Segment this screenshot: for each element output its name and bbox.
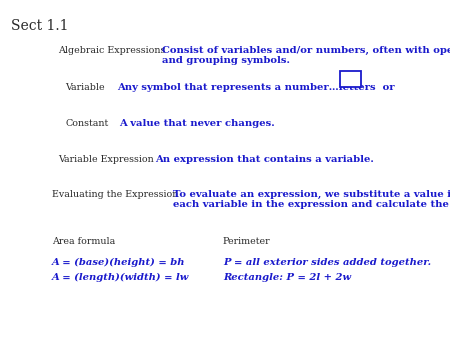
Text: To evaluate an expression, we substitute a value in for
each variable in the exp: To evaluate an expression, we substitute… [173, 190, 450, 209]
Text: A value that never changes.: A value that never changes. [119, 119, 275, 128]
Text: Variable Expression: Variable Expression [58, 155, 154, 164]
Text: A = (length)(width) = lw: A = (length)(width) = lw [52, 273, 189, 282]
Text: Constant: Constant [65, 119, 108, 128]
Text: An expression that contains a variable.: An expression that contains a variable. [155, 155, 374, 164]
Text: Evaluating the Expression: Evaluating the Expression [52, 190, 178, 199]
Text: Sect 1.1: Sect 1.1 [11, 19, 69, 32]
Text: Rectangle: P = 2l + 2w: Rectangle: P = 2l + 2w [223, 273, 351, 282]
Text: A = (base)(height) = bh: A = (base)(height) = bh [52, 258, 185, 267]
Text: Any symbol that represents a number…letters  or: Any symbol that represents a number…lett… [117, 83, 395, 92]
Text: Consist of variables and/or numbers, often with operation signs
and grouping sym: Consist of variables and/or numbers, oft… [162, 46, 450, 65]
Text: Perimeter: Perimeter [223, 237, 270, 246]
Text: Algebraic Expressions: Algebraic Expressions [58, 46, 166, 55]
Text: P = all exterior sides added together.: P = all exterior sides added together. [223, 258, 431, 267]
Text: Area formula: Area formula [52, 237, 115, 246]
Text: Variable: Variable [65, 83, 105, 92]
